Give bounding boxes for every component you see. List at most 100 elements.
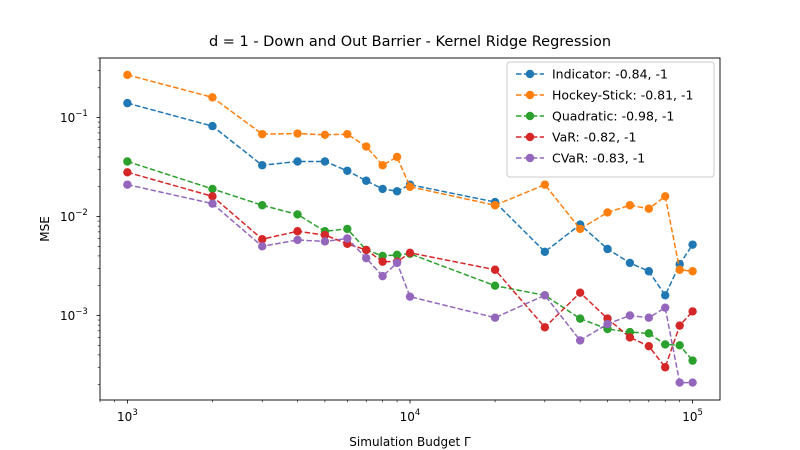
data-point (405, 248, 415, 258)
data-point (405, 182, 415, 191)
data-point (644, 341, 654, 351)
data-point (540, 180, 550, 189)
data-point (661, 192, 670, 201)
legend-label: Indicator: -0.84, -1 (552, 67, 668, 82)
data-point (688, 267, 697, 276)
data-point (625, 333, 635, 342)
series-0 (123, 98, 697, 300)
data-point (293, 129, 302, 138)
data-point (293, 157, 302, 166)
data-point (258, 129, 267, 139)
legend-box (506, 61, 715, 178)
plot-area (123, 70, 697, 387)
legend-swatch-marker (525, 153, 535, 163)
data-point (392, 187, 402, 196)
data-point (405, 292, 415, 301)
legend-label: CVaR: -0.83, -1 (552, 151, 645, 166)
data-point (688, 356, 697, 365)
data-point (661, 291, 670, 300)
data-point (293, 227, 302, 236)
data-point (293, 235, 302, 245)
data-point (320, 230, 330, 240)
series-4 (123, 180, 697, 387)
data-point (378, 161, 387, 170)
x-tick-label: 105 (682, 408, 703, 424)
data-point (258, 242, 267, 251)
data-point (123, 157, 132, 166)
data-point (293, 210, 302, 219)
data-point (675, 378, 684, 387)
y-tick-label: 10−1 (60, 109, 88, 125)
data-point (208, 93, 217, 102)
data-point (343, 166, 352, 175)
data-point (688, 240, 697, 249)
legend-swatch-marker (525, 90, 535, 100)
x-tick-label: 104 (400, 408, 421, 424)
data-point (490, 265, 500, 274)
data-point (258, 201, 267, 210)
data-point (644, 329, 654, 338)
data-point (603, 208, 612, 217)
data-point (378, 184, 387, 194)
data-point (320, 237, 330, 246)
data-point (362, 142, 371, 151)
legend-swatch-marker (525, 69, 535, 79)
data-point (603, 244, 612, 254)
legend: Indicator: -0.84, -1 Hockey-Stick: -0.81,… (506, 61, 715, 178)
data-point (208, 121, 217, 131)
data-point (343, 224, 352, 234)
legend-item: Indicator: -0.84, -1 (516, 67, 668, 82)
data-point (540, 291, 550, 300)
data-point (378, 257, 387, 266)
data-point (378, 271, 387, 281)
legend-swatch-marker (525, 132, 535, 142)
data-point (661, 363, 670, 372)
data-point (675, 265, 684, 274)
legend-item: Hockey-Stick: -0.81, -1 (516, 88, 693, 103)
data-point (362, 176, 371, 185)
data-point (625, 201, 635, 210)
chart-title: d = 1 - Down and Out Barrier - Kernel Ri… (209, 34, 611, 50)
legend-label: VaR: -0.82, -1 (552, 130, 636, 145)
data-point (320, 130, 330, 139)
legend-swatch-marker (525, 111, 535, 121)
data-point (661, 340, 670, 349)
data-point (603, 319, 612, 329)
data-point (208, 192, 217, 201)
data-point (378, 251, 387, 261)
y-axis-label: MSE (38, 216, 52, 242)
data-point (575, 314, 585, 323)
data-point (688, 378, 697, 387)
data-point (675, 341, 684, 350)
data-point (362, 245, 371, 255)
data-point (123, 98, 132, 108)
legend-item: Quadratic: -0.98, -1 (516, 109, 674, 124)
data-point (208, 199, 217, 208)
data-point (644, 267, 654, 276)
y-tick-label: 10−3 (60, 307, 88, 323)
data-point (661, 303, 670, 312)
data-point (675, 321, 684, 330)
x-tick-label: 103 (117, 408, 138, 424)
data-point (575, 336, 585, 345)
data-point (688, 307, 697, 316)
legend-item: VaR: -0.82, -1 (516, 130, 636, 145)
data-point (575, 288, 585, 297)
data-point (540, 247, 550, 257)
data-point (362, 253, 371, 263)
data-point (392, 250, 402, 260)
data-point (258, 161, 267, 170)
y-tick-label: 10−2 (60, 208, 88, 224)
data-point (540, 323, 550, 332)
data-point (644, 313, 654, 322)
data-point (575, 224, 585, 234)
data-point (258, 235, 267, 244)
data-point (123, 70, 132, 80)
legend-label: Quadratic: -0.98, -1 (552, 109, 674, 124)
data-point (490, 313, 500, 322)
data-point (490, 281, 500, 290)
legend-label: Hockey-Stick: -0.81, -1 (552, 88, 693, 103)
data-point (392, 258, 402, 268)
legend-item: CVaR: -0.83, -1 (516, 151, 645, 166)
